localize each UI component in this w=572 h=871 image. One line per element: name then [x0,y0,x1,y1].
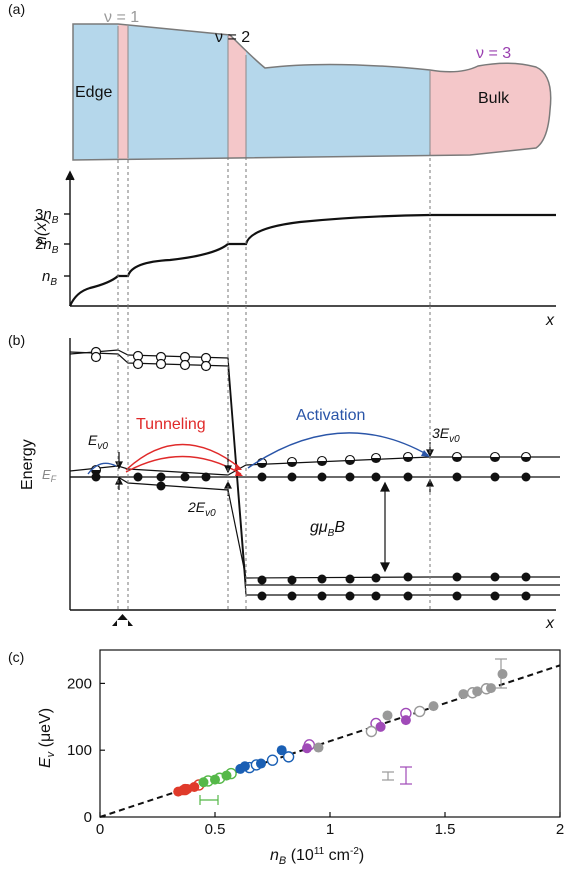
data-point-open [282,751,295,763]
data-point-filled [256,758,266,769]
energy-gap-markers [115,442,434,573]
density-ylabel: n(x) [33,217,50,245]
region-borders [117,26,431,158]
tunneling-arrowhead-upper [234,464,242,470]
x-tick-label: 1.5 [435,821,456,838]
data-point-filled [210,774,220,785]
data-point-filled [221,770,232,781]
chart-ticks: 0 0.5 1 1.5 2 0 100 200 [67,675,564,838]
chart-xlabel: nB (1011 cm-2) [270,846,364,867]
x-tick-label: 2 [556,821,564,838]
energy-xlabel: x [545,615,555,632]
filled-states [91,472,531,601]
stripe-nu2 [228,24,246,160]
activation-label: Activation [296,407,365,424]
nu2-label: ν = 2 [215,29,250,46]
data-point-open [365,725,378,738]
panel-b: (b) Energy EF x [8,306,560,632]
tunneling-arrow-lower [125,455,242,475]
data-point-filled [428,701,439,712]
panel-c: (c) 0 0.5 1 1.5 2 0 100 200 Ev (μeV) nB (1011 c… [8,649,564,867]
plot-frame [99,649,561,818]
data-point-filled [302,743,312,754]
x-tick-label: 1 [326,821,334,838]
activation-arrowhead [421,450,430,457]
chart-points [173,669,508,797]
ef-label: EF [42,467,57,484]
error-bars [382,658,507,781]
data-point-filled [313,742,324,753]
chart-ylabel: Ev (μeV) [37,708,57,768]
data-point-open [266,754,279,766]
half-filled-states [90,451,532,476]
panel-c-label: (c) [8,649,24,665]
data-point-filled [375,721,386,732]
data-point-filled [497,669,508,680]
y-tick-label: 200 [67,675,92,692]
sample-outline [72,23,552,161]
panel-a-label: (a) [8,1,25,17]
stripe-nu1 [118,24,128,160]
energy-ylabel: Energy [19,439,36,490]
ytick-2nb: 2nB [35,236,59,256]
data-point-filled [472,686,483,697]
tunneling-arrowhead-lower [235,470,243,476]
y-tick-label: 100 [67,742,92,759]
ev0-label: Ev0 [88,432,108,452]
tunneling-label: Tunneling [136,416,206,433]
data-point-filled [400,715,411,726]
guide-lines-b [117,306,431,610]
density-curve [68,213,556,307]
data-point-filled [486,683,496,694]
ev0-arrow-blue [87,462,117,475]
panel-a: (a) ν = 1 ν = 2 ν = 3 Edge Bulk [8,1,556,329]
empty-states [90,346,212,372]
position-marker-arrow [112,614,133,626]
y-tick-label: 0 [84,809,92,826]
x-tick-label: 0 [96,821,104,838]
activation-arrow [247,432,429,469]
x-tick-label: 0.5 [205,821,226,838]
density-xlabel: x [545,312,555,329]
density-axes [64,170,556,307]
data-point-filled [239,761,250,772]
ytick-nb: nB [42,268,57,288]
energy-levels [69,349,560,596]
zeeman-label: gμBB [310,519,345,539]
energy-axes [69,338,556,611]
nu3-label: ν = 3 [476,45,511,62]
data-point-filled [382,710,393,721]
bulk-label: Bulk [478,90,510,107]
data-point-filled [189,781,200,792]
data-point-filled [276,745,287,756]
data-point-open [414,705,426,718]
tunneling-arrow-upper [125,443,241,471]
panel-b-label: (b) [8,332,25,348]
data-point-filled [198,777,209,788]
data-point-filled [458,689,469,700]
error-bars-green [199,795,219,805]
three-ev0-label: 3Ev0 [432,425,460,445]
nu1-label: ν = 1 [104,9,139,26]
edge-label: Edge [75,84,112,101]
two-ev0-label: 2Ev0 [187,499,216,519]
error-bars-purple [400,766,412,785]
guide-lines-a [117,152,431,306]
